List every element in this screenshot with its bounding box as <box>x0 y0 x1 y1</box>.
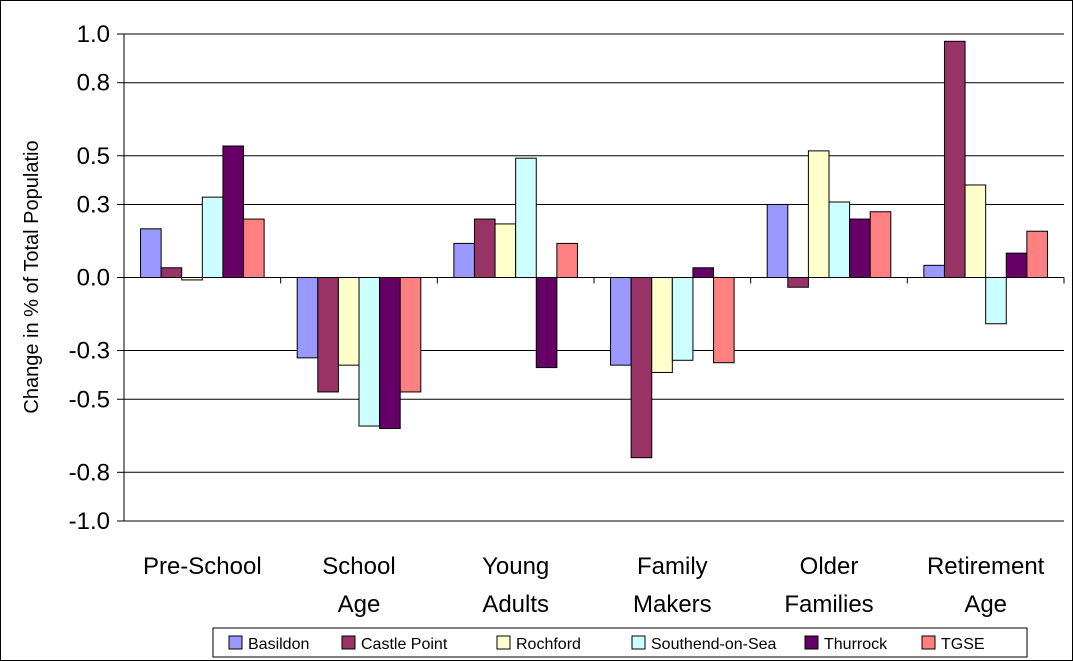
y-tick-labels: 1.0 0.8 0.5 0.3 0.0 -0.3 -0.5 -0.8 -1.0 <box>69 21 110 535</box>
bar <box>535 277 558 369</box>
x-category-label: Makers <box>633 591 712 618</box>
bar <box>807 150 830 279</box>
y-tick-label: -0.8 <box>69 459 110 486</box>
bar <box>201 196 224 279</box>
bar <box>766 203 789 278</box>
y-tick-label: 0.5 <box>77 143 110 170</box>
bar <box>985 277 1007 325</box>
legend-swatch <box>228 635 243 650</box>
legend-label: Castle Point <box>361 636 448 653</box>
bar <box>713 277 735 364</box>
axes <box>123 34 1065 521</box>
bar <box>515 157 537 278</box>
bar <box>494 223 517 278</box>
x-category-label: Age <box>338 591 381 618</box>
y-tick-label: -0.3 <box>69 338 110 365</box>
y-tick-label: 0.3 <box>77 191 110 218</box>
y-tick-label: -0.5 <box>69 386 110 413</box>
bar <box>160 267 183 279</box>
bar <box>379 277 401 429</box>
bar <box>787 277 809 288</box>
bar <box>610 277 632 366</box>
bar <box>296 277 319 359</box>
legend-swatch <box>341 635 356 650</box>
legend-label: Rochford <box>516 636 581 653</box>
legend-swatch <box>804 635 819 650</box>
x-category-label: Older <box>800 553 859 580</box>
bar <box>473 218 496 278</box>
bar <box>692 267 715 279</box>
bar <box>849 218 871 278</box>
bar <box>1005 252 1028 278</box>
y-tick-label: 0.0 <box>77 265 110 292</box>
x-category-labels: Pre-School School Age Young Adults Family Make… <box>143 553 1045 618</box>
bars <box>140 40 1048 459</box>
x-category-label: Young <box>482 553 549 580</box>
legend-label: Basildon <box>248 636 309 653</box>
legend-label: Thurrock <box>824 636 888 653</box>
bar <box>556 242 578 279</box>
x-category-label: School <box>322 553 395 580</box>
bar <box>630 277 653 459</box>
bar <box>337 277 360 366</box>
bar <box>243 218 265 278</box>
bar <box>671 277 694 361</box>
bar <box>399 277 422 393</box>
x-category-label: Family <box>637 553 708 580</box>
legend-swatch <box>921 635 936 650</box>
x-category-label: Adults <box>482 591 549 618</box>
bar <box>317 277 339 393</box>
y-tick-label: 1.0 <box>77 21 110 48</box>
bar <box>828 201 851 278</box>
bar <box>358 277 381 427</box>
bar <box>964 184 987 278</box>
y-tick-label: 0.8 <box>77 70 110 97</box>
legend-label: TGSE <box>941 636 985 653</box>
x-category-label: Age <box>964 591 1007 618</box>
bar <box>869 211 892 279</box>
bar <box>651 277 673 373</box>
bar <box>453 242 475 279</box>
x-category-label: Families <box>784 591 873 618</box>
legend-swatch <box>496 635 511 650</box>
bar <box>923 264 945 279</box>
legend-box <box>212 627 1028 658</box>
y-axis-label: Change in % of Total Populatio <box>21 140 43 413</box>
bar <box>140 228 162 279</box>
bar <box>222 145 245 278</box>
legend-swatch <box>631 635 646 650</box>
bar <box>1026 230 1048 278</box>
x-category-label: Pre-School <box>143 553 262 580</box>
legend-label: Southend-on-Sea <box>651 636 777 653</box>
bar <box>943 40 966 279</box>
x-category-label: Retirement <box>927 553 1045 580</box>
legend: Basildon Castle Point Rochford Southend-on-… <box>212 627 1028 658</box>
y-tick-label: -1.0 <box>69 508 110 535</box>
